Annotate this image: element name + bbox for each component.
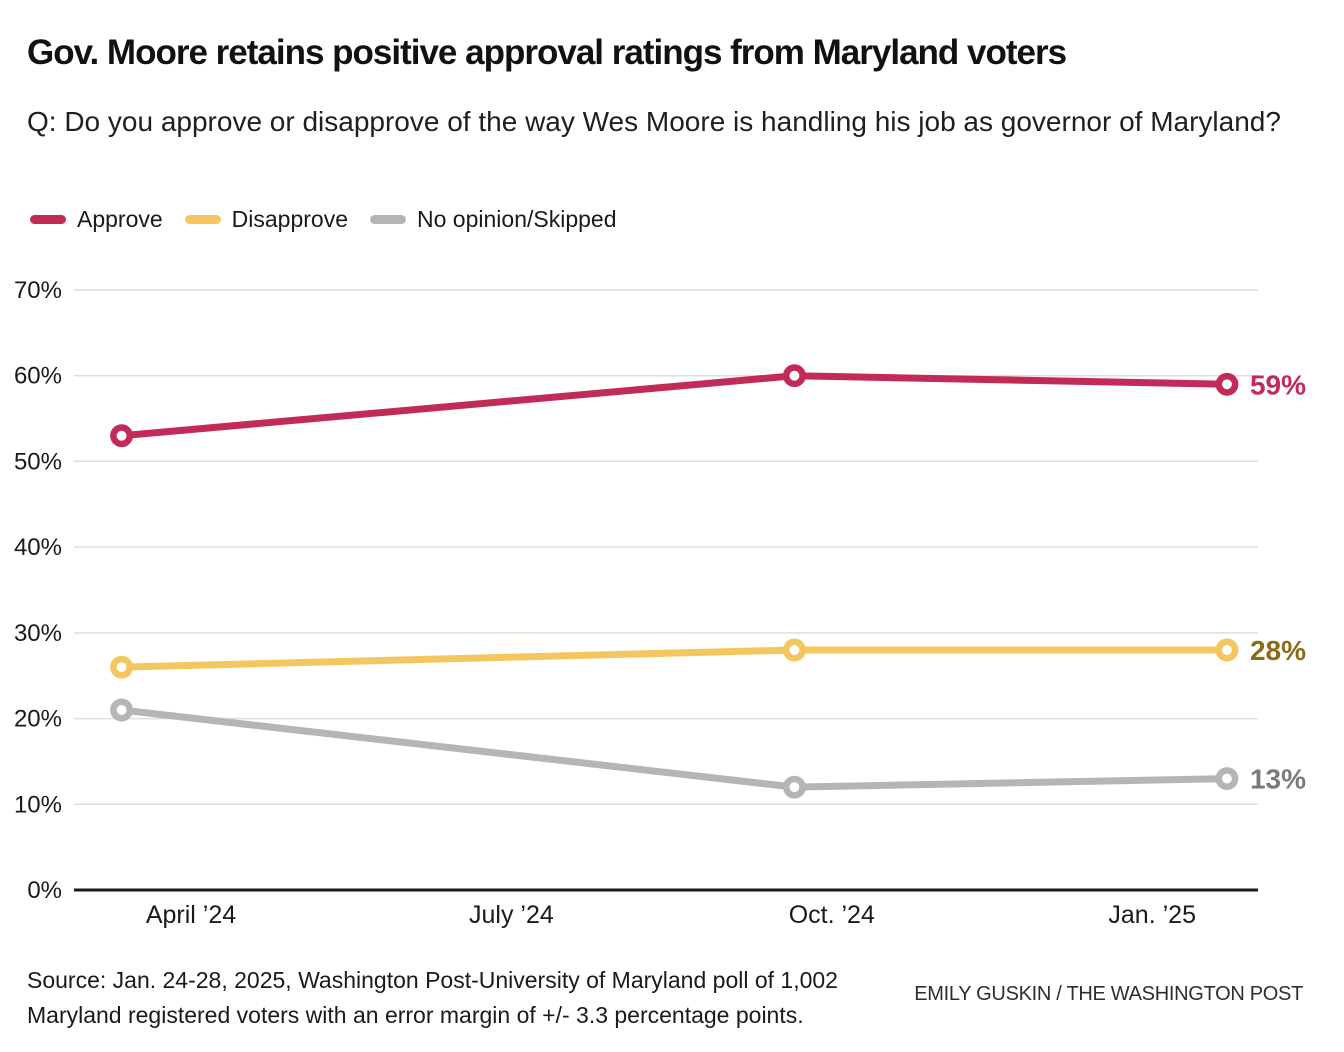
series-end-label-approve: 59%	[1250, 369, 1306, 400]
data-point-marker-no-opinion-skipped	[782, 775, 806, 799]
series-end-label-disapprove: 28%	[1250, 635, 1306, 666]
x-axis-tick-label: April ’24	[146, 901, 236, 929]
chart-subtitle-question: Q: Do you approve or disapprove of the w…	[27, 106, 1281, 137]
y-axis-tick-label: 20%	[14, 706, 62, 733]
source-note: Source: Jan. 24-28, 2025, Washington Pos…	[27, 967, 838, 1028]
y-axis-tick-label: 60%	[14, 363, 62, 390]
legend-label-no-opinion: No opinion/Skipped	[417, 206, 617, 232]
y-axis-tick-label: 50%	[14, 448, 62, 475]
page-title: Gov. Moore retains positive approval rat…	[27, 33, 1067, 72]
y-axis-tick-label: 40%	[14, 534, 62, 561]
legend-item-approve: Approve	[30, 206, 163, 233]
series-end-label-no-opinion-skipped: 13%	[1250, 764, 1306, 795]
x-axis-tick-label: July ’24	[469, 901, 554, 929]
x-axis-tick-label: Oct. ’24	[789, 901, 875, 929]
byline-credit: EMILY GUSKIN / THE WASHINGTON POST	[914, 983, 1303, 1005]
x-axis-tick-label: Jan. ’25	[1108, 901, 1196, 929]
data-point-marker-approve	[110, 424, 134, 448]
y-axis-tick-label: 0%	[27, 877, 62, 904]
legend-swatch-disapprove	[184, 215, 221, 224]
y-axis-tick-label: 70%	[14, 277, 62, 304]
series-line-disapprove	[118, 646, 1231, 671]
legend-label-approve: Approve	[77, 206, 163, 232]
data-point-marker-no-opinion-skipped	[1215, 767, 1239, 791]
chart-canvas: 0% 10% 20% 30% 40% 50% 60% 70% April ’24 July ’24…	[14, 277, 1306, 929]
legend-swatch-no-opinion	[370, 215, 407, 224]
data-point-marker-disapprove	[110, 655, 134, 679]
data-point-marker-disapprove	[782, 638, 806, 662]
line-chart: 0% 10% 20% 30% 40% 50% 60% 70% April ’24 July ’24…	[0, 260, 1344, 950]
legend-swatch-approve	[30, 215, 66, 224]
data-point-marker-approve	[782, 364, 806, 388]
series-line-no-opinion-skipped	[118, 706, 1231, 791]
data-point-marker-approve	[1215, 372, 1239, 396]
data-point-marker-no-opinion-skipped	[110, 698, 134, 722]
legend-item-disapprove: Disapprove	[184, 206, 349, 233]
legend-label-disapprove: Disapprove	[231, 206, 349, 232]
legend-item-no-opinion: No opinion/Skipped	[370, 206, 617, 233]
chart-legend: Approve Disapprove No opinion/Skipped	[30, 206, 617, 233]
series-line-approve	[118, 372, 1231, 440]
data-point-marker-disapprove	[1215, 638, 1239, 662]
y-axis-tick-label: 10%	[14, 791, 62, 818]
y-axis-tick-label: 30%	[14, 620, 62, 647]
